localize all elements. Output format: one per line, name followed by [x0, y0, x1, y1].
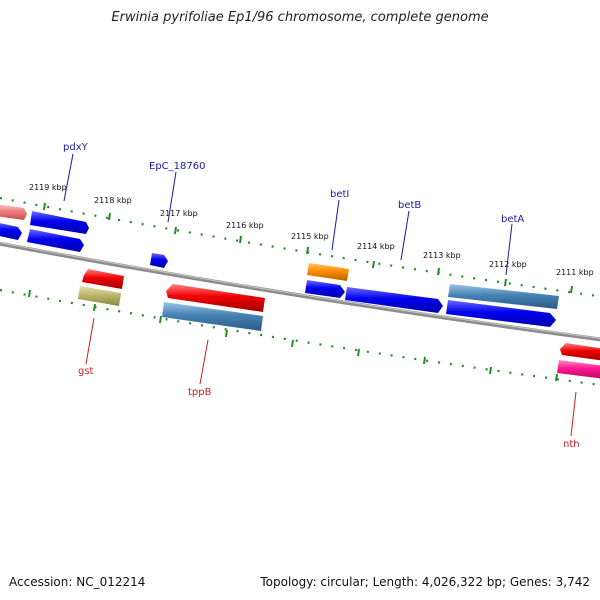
- upper-ruler-dots: [0, 196, 600, 298]
- gene-label-gst[interactable]: gst: [78, 366, 94, 377]
- gene-arrow-pdxY[interactable]: [30, 211, 89, 234]
- red-label-leaders: [85, 317, 577, 437]
- gene-arrow-tppB[interactable]: [162, 302, 263, 331]
- tick-label: 2113 kbp: [423, 251, 461, 260]
- gene-arrow-betB[interactable]: [345, 287, 443, 313]
- gene-arrow[interactable]: [82, 269, 124, 289]
- gene-arrow-gst[interactable]: [78, 286, 121, 306]
- chromosome-backbone: [0, 241, 600, 342]
- tick-label: 2118 kbp: [94, 196, 132, 205]
- gene-arrow-betI[interactable]: [307, 263, 349, 281]
- gene-arrow[interactable]: [0, 222, 22, 240]
- gene-arrow[interactable]: [27, 229, 84, 252]
- tick-label: 2114 kbp: [357, 242, 395, 251]
- gene-label-pdxY[interactable]: pdxY: [63, 142, 89, 153]
- tick-label: 2115 kbp: [291, 232, 329, 241]
- gene-arrow[interactable]: [166, 284, 265, 312]
- gene-arrow[interactable]: [560, 343, 600, 361]
- gene-arrow[interactable]: [0, 204, 27, 220]
- gene-label-tppB[interactable]: tppB: [188, 387, 212, 398]
- gene-label-nth[interactable]: nth: [563, 439, 580, 450]
- blue-label-leaders: [63, 153, 513, 276]
- gene-label-betA[interactable]: betA: [501, 214, 524, 225]
- topology-text: Topology: circular; Length: 4,026,322 bp…: [260, 575, 590, 589]
- gene-arrow-nth[interactable]: [557, 360, 600, 379]
- chromosome-backbone-highlight: [0, 242, 600, 339]
- accession-text: Accession: NC_012214: [9, 575, 146, 589]
- gene-arrow[interactable]: [446, 300, 556, 327]
- gene-arrow-betA[interactable]: [448, 284, 559, 309]
- gene-arrow[interactable]: [305, 280, 345, 298]
- lower-ruler-dots: [0, 288, 600, 387]
- tick-label: 2119 kbp: [29, 183, 67, 192]
- tick-label: 2117 kbp: [160, 209, 198, 218]
- tick-label: 2116 kbp: [226, 221, 264, 230]
- lower-major-ticks: [28, 289, 558, 382]
- gene-arrow-EpC_18760[interactable]: [150, 253, 168, 268]
- tick-label: 2112 kbp: [489, 260, 527, 269]
- map-title: Erwinia pyrifoliae Ep1/96 chromosome, co…: [111, 10, 489, 25]
- upper-major-ticks: [43, 202, 573, 294]
- gene-label-EpC_18760[interactable]: EpC_18760: [149, 161, 205, 172]
- tick-labels: 2119 kbp 2118 kbp 2117 kbp 2116 kbp 2115…: [29, 183, 594, 277]
- gene-label-betB[interactable]: betB: [398, 200, 421, 211]
- gene-label-betI[interactable]: betI: [330, 189, 349, 200]
- tick-label: 2111 kbp: [556, 268, 594, 277]
